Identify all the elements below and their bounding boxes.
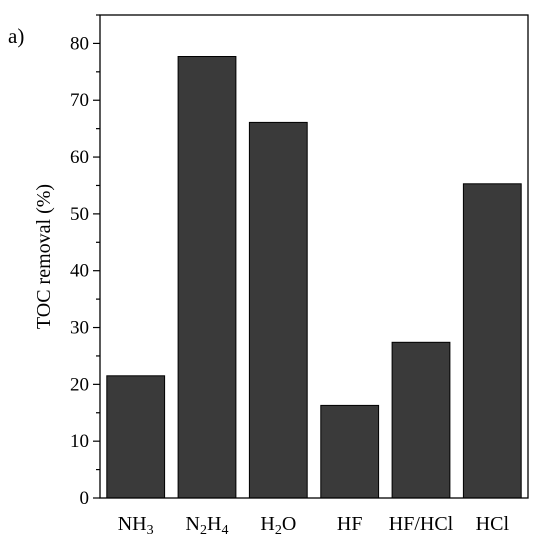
bar-h2o — [248, 121, 308, 499]
y-ticks-group: 0 10 20 30 40 50 60 70 80 — [70, 14, 100, 509]
bar-hcl — [462, 183, 522, 499]
x-tick-label: HF — [337, 513, 363, 535]
y-tick-label: 80 — [70, 33, 89, 54]
bar-hf-hcl — [391, 341, 451, 499]
y-tick-label: 70 — [70, 90, 89, 111]
x-tick-label: HCl — [476, 513, 510, 535]
x-tick-label: NH3 — [118, 513, 154, 538]
y-tick-label: 20 — [70, 374, 89, 395]
x-tick-label: HF/HCl — [389, 513, 454, 535]
x-labels-group: NH3 N2H4 H2O HF HF/HCl HCl — [118, 513, 510, 538]
bar-nh3 — [106, 375, 166, 499]
bar-hf — [320, 404, 380, 499]
y-tick-label: 60 — [70, 147, 89, 168]
y-tick-label: 0 — [80, 488, 90, 509]
panel-label: a) — [8, 24, 25, 48]
plot-frame — [99, 14, 529, 499]
y-axis-title: TOC removal (%) — [33, 184, 55, 329]
x-tick-label: H2O — [260, 513, 296, 538]
y-tick-label: 30 — [70, 318, 89, 339]
x-tick-label: N2H4 — [186, 513, 229, 538]
y-tick-label: 50 — [70, 204, 89, 225]
y-tick-label: 10 — [70, 431, 89, 452]
bars-group — [106, 56, 522, 499]
bar-n2h4 — [177, 56, 237, 499]
axes-group — [99, 14, 529, 499]
y-tick-label: 40 — [70, 261, 89, 282]
